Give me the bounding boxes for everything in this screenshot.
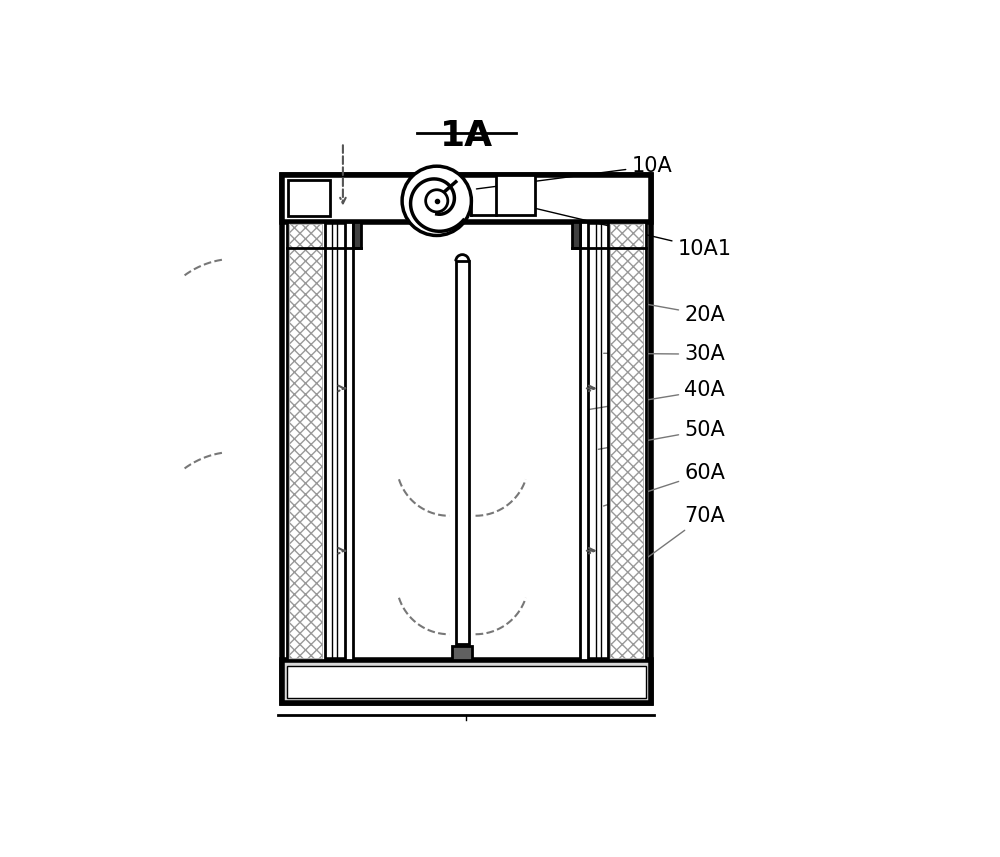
Bar [287,666,646,698]
Text: 70A: 70A [629,506,725,571]
Bar [496,176,535,215]
Bar [287,222,325,661]
Bar [282,176,651,222]
Bar [452,646,472,661]
Bar [456,261,469,644]
Text: 20A: 20A [629,301,725,325]
Text: 40A: 40A [587,381,725,410]
Bar [282,176,651,704]
Text: 60A: 60A [604,463,725,506]
Bar [572,222,580,248]
Text: 10A: 10A [476,156,672,189]
Text: 10A1: 10A1 [510,202,731,259]
Bar [353,222,361,248]
Bar [282,661,651,704]
Text: 50A: 50A [598,420,725,449]
Bar [580,222,588,661]
Circle shape [426,189,448,212]
Circle shape [402,166,471,236]
Bar [608,222,646,661]
Text: 1A: 1A [440,119,493,153]
Text: 30A: 30A [604,345,725,364]
Bar [345,222,353,661]
Bar [289,224,322,658]
Bar [288,180,330,216]
Bar [610,224,643,658]
